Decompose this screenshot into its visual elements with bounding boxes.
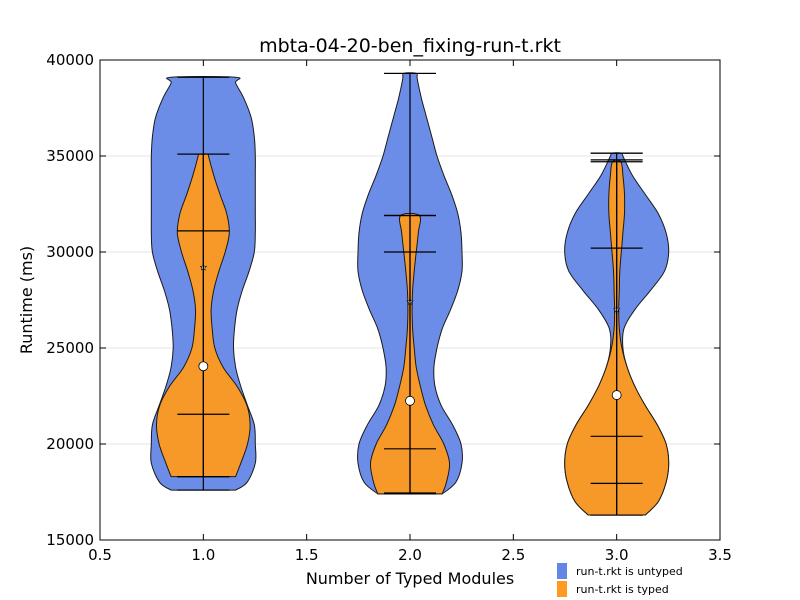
y-axis-title: Runtime (ms) [17,246,36,354]
legend-label: run-t.rkt is typed [576,583,669,596]
x-tick-label: 1.5 [295,546,319,564]
stats-layer [177,72,643,516]
typed-mean-marker [405,395,415,406]
y-tick-label: 40000 [46,51,94,69]
x-tick-label: 3.0 [605,546,629,564]
x-tick-label: 3.5 [708,546,732,564]
x-tick-label: 1.0 [191,546,215,564]
legend-swatch [557,581,567,597]
x-tick-label: 2.5 [501,546,525,564]
axis-ticks: 15000 20000 25000 30000 35000 40000 0.5 1.0 1.5 2… [46,51,732,564]
legend-swatch [557,563,567,579]
y-tick-label: 15000 [46,531,94,549]
x-tick-label: 0.5 [88,546,112,564]
typed-mean-marker [198,361,209,372]
chart-title: mbta-04-20-ben_fixing-run-t.rkt [259,35,561,57]
x-axis-title: Number of Typed Modules [306,569,514,588]
y-tick-label: 30000 [46,243,94,261]
legend-label: run-t.rkt is untyped [576,565,683,578]
y-tick-label: 35000 [46,147,94,165]
y-tick-label: 25000 [46,339,94,357]
y-tick-label: 20000 [46,435,94,453]
typed-mean-marker [611,390,622,400]
legend: run-t.rkt is untyped run-t.rkt is typed [557,563,683,597]
x-tick-label: 2.0 [398,546,422,564]
